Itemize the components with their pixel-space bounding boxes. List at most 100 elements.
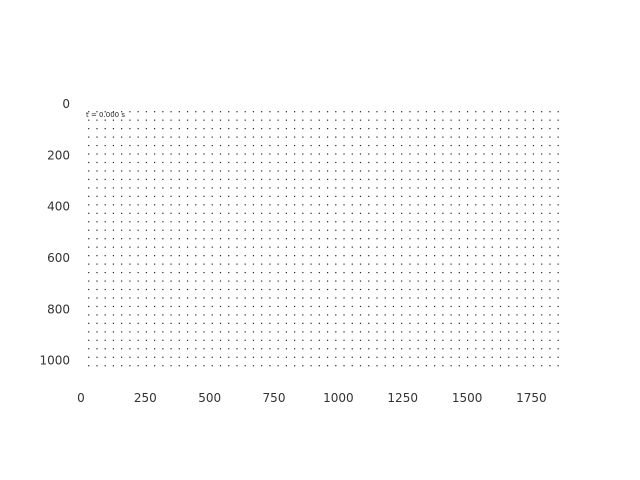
data-point [96,136,98,138]
data-point [351,280,353,282]
data-point [351,128,353,130]
data-point [310,212,312,214]
data-point [228,170,230,172]
data-point [285,356,287,358]
data-point [384,314,386,316]
data-point [195,288,197,291]
data-point [351,187,353,189]
data-point [302,365,304,367]
data-point [219,170,222,172]
data-point [425,339,427,341]
data-point [178,314,180,316]
data-point [186,314,189,316]
data-point [409,246,411,248]
data-point [335,161,337,164]
data-point [401,314,403,316]
data-point [145,305,147,308]
data-point [326,322,329,324]
data-point [499,263,502,265]
data-point [524,365,526,367]
data-point [186,229,189,231]
data-point [104,297,106,299]
data-point [384,187,386,189]
data-point [450,212,452,214]
data-point [211,178,213,181]
data-point [96,305,98,308]
data-point [508,305,510,308]
data-point [236,170,238,172]
data-point [557,212,559,214]
data-point [145,238,147,240]
data-point [137,195,139,197]
data-point [170,170,172,172]
data-point [499,271,502,274]
data-point [335,271,337,274]
data-point [351,365,353,367]
data-point [285,365,287,367]
data-point [129,263,131,265]
data-point [219,128,222,130]
data-point [359,161,362,164]
data-point [154,221,156,223]
data-point [285,212,287,214]
data-point [294,365,296,367]
data-point [425,255,427,257]
data-point [524,111,526,113]
data-point [524,128,526,130]
data-point [285,297,287,299]
data-point [532,136,535,138]
data-point [203,187,205,189]
data-point [434,161,436,164]
data-point [401,356,403,358]
data-point [442,339,444,341]
data-point [384,288,386,291]
data-point [104,314,106,316]
data-point [483,348,485,350]
data-point [121,144,123,147]
data-point [499,136,502,138]
data-point [466,246,469,248]
data-point [154,365,156,367]
data-point [401,221,403,223]
data-point [186,128,189,130]
data-point [368,365,370,367]
data-point [219,178,222,181]
data-point [524,271,526,274]
data-point [236,246,238,248]
data-point [376,365,378,367]
data-point [549,331,551,333]
data-point [310,305,312,308]
data-point [351,170,353,172]
data-point [335,170,337,172]
data-point [458,178,460,181]
data-point [384,119,386,121]
data-point [269,128,271,130]
data-point [318,246,320,248]
data-point [508,195,510,197]
data-point [96,128,98,130]
data-point [195,365,197,367]
data-point [294,221,296,223]
data-point [302,204,304,206]
data-point [351,136,353,138]
data-point [532,195,535,197]
data-point [302,128,304,130]
data-point [549,356,551,358]
data-point [417,161,419,164]
data-point [294,348,296,350]
data-point [401,263,403,265]
data-point [376,263,378,265]
data-point [351,212,353,214]
data-point [294,212,296,214]
data-point [532,255,535,257]
data-point [475,314,477,316]
data-point [384,246,386,248]
data-point [458,195,460,197]
data-point [277,238,279,240]
data-point [335,365,337,367]
data-point [458,161,460,164]
data-point [491,187,493,189]
data-point [121,255,123,257]
data-point [137,314,139,316]
